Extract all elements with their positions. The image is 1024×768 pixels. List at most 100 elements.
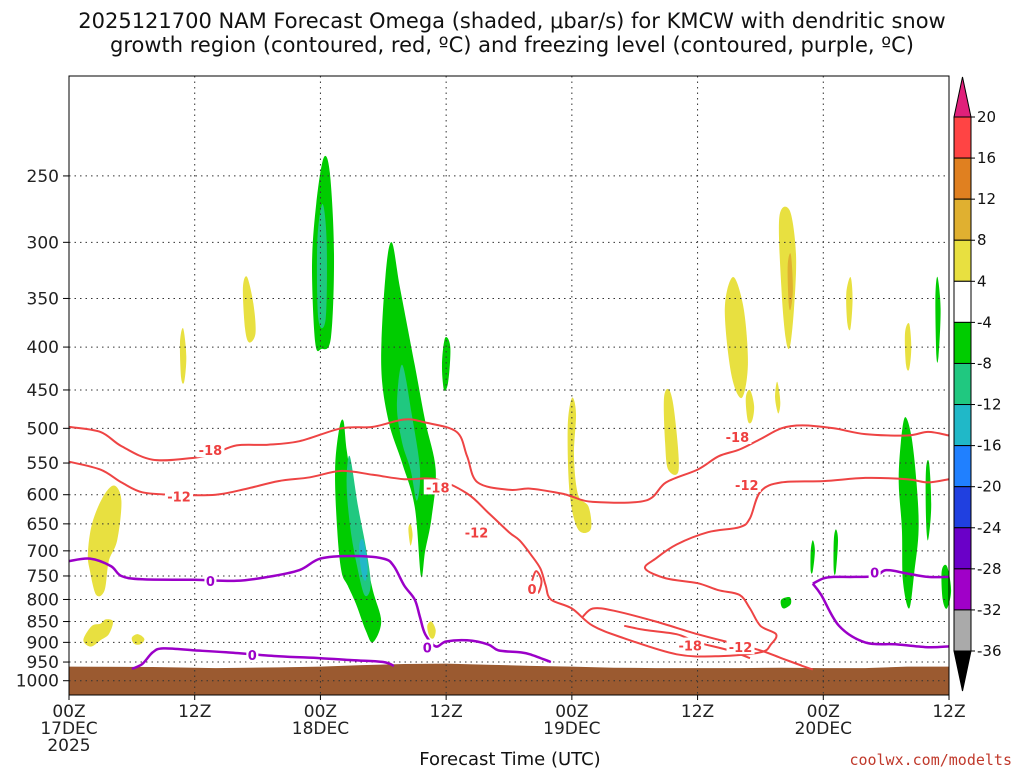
- y-tick-label: 250: [27, 167, 59, 187]
- colorbar-label: -28: [977, 560, 1002, 578]
- contour-label-bg: [868, 564, 881, 580]
- omega-downward-region: [745, 389, 755, 424]
- terrain-fill: [69, 663, 949, 695]
- colorbar: 20 16 12 8 4 -4 -8 -12 -16 -20 -24 -28 -32 -36: [953, 76, 1002, 692]
- x-tick-label: 12Z: [932, 702, 965, 722]
- omega-downward-region: [242, 276, 256, 343]
- contour-label-bg: [723, 428, 752, 444]
- contour-label: -18: [726, 431, 750, 446]
- omega-downward-region: [131, 634, 145, 645]
- x-tick-label: 00Z: [52, 702, 85, 722]
- chart-title-line1: 2025121700 NAM Forecast Omega (shaded, μ…: [78, 9, 945, 33]
- colorbar-band: [953, 321, 972, 364]
- colorbar-label: -16: [977, 437, 1002, 455]
- colorbar-label: -12: [977, 396, 1002, 414]
- y-tick-label: 600: [27, 486, 59, 506]
- x-tick-label: 12Z: [178, 702, 211, 722]
- omega-downward-region: [179, 328, 187, 384]
- x-tick-label: 00Z: [304, 702, 337, 722]
- y-tick-label: 800: [27, 590, 59, 610]
- omega-downward-region: [87, 485, 122, 597]
- colorbar-band: [953, 198, 972, 241]
- omega-shading: [83, 155, 952, 647]
- contour-label-bg: [196, 442, 225, 458]
- contour-label-bg: [732, 476, 761, 492]
- x-tick-label: 00Z: [807, 702, 840, 722]
- colorbar-label: 8: [977, 231, 987, 249]
- terrain: [69, 663, 949, 695]
- x-axis-label: Forecast Time (UTC): [419, 749, 600, 768]
- colorbar-label: -36: [977, 642, 1002, 660]
- contour-label: 0: [248, 649, 257, 664]
- x-tick-label: 12Z: [681, 702, 714, 722]
- freezing-level-contour: [812, 568, 950, 585]
- grid-lines: [69, 76, 949, 695]
- omega-upward-region: [898, 417, 919, 609]
- contour-labels: -18 -12 -18 -12 -18 -12 -18 -12 0 0 0 0 0: [165, 428, 881, 664]
- omega-upward-region: [780, 596, 792, 609]
- dgz-isotherm-red: [581, 607, 814, 671]
- x-tick-label: 20DEC: [795, 719, 852, 739]
- x-tick-label: 00Z: [555, 702, 588, 722]
- y-tick-label: 550: [27, 454, 59, 474]
- omega-upward-region: [941, 564, 952, 609]
- contour-label: -12: [729, 641, 753, 656]
- omega-downward-region: [904, 323, 912, 371]
- contour-label: -18: [199, 444, 223, 459]
- chart-title-line2: growth region (contoured, red, ºC) and f…: [110, 33, 914, 57]
- colorbar-label: -24: [977, 519, 1002, 537]
- colorbar-band: [953, 362, 972, 406]
- contour-label: -12: [735, 479, 759, 494]
- y-axis: 2503003504004505005506006507007508008509…: [16, 167, 69, 692]
- colorbar-band: [953, 157, 972, 200]
- contour-label: 0: [870, 567, 879, 582]
- contour-label: -12: [167, 491, 191, 506]
- x-tick-label: 2025: [47, 736, 90, 756]
- y-tick-label: 850: [27, 613, 59, 633]
- contour-label: -18: [426, 481, 450, 496]
- contour-label: -18: [678, 640, 702, 655]
- contour-label-bg: [421, 639, 434, 655]
- plot-area: -18 -12 -18 -12 -18 -12 -18 -12 0 0 0 0 0: [68, 76, 952, 695]
- y-tick-label: 750: [27, 567, 59, 587]
- contour-label: 0: [423, 642, 432, 657]
- y-tick-label: 400: [27, 338, 59, 358]
- omega-downward-region: [427, 621, 436, 639]
- colorbar-top-arrow: [953, 76, 972, 118]
- omega-upward-region: [810, 540, 815, 574]
- omega-downward-region: [724, 277, 748, 399]
- colorbar-bottom-arrow: [953, 650, 972, 692]
- colorbar-band: [953, 404, 972, 447]
- contour-label-bg: [676, 637, 705, 653]
- contour-label-bg: [246, 647, 259, 663]
- colorbar-label: -8: [977, 354, 992, 372]
- x-tick-label: 12Z: [430, 702, 463, 722]
- contour-label: 0: [528, 583, 537, 598]
- freezing-level-contour: [811, 582, 950, 649]
- colorbar-band: [953, 568, 972, 611]
- plot-frame: [68, 75, 950, 696]
- colorbar-label: 20: [977, 108, 996, 126]
- omega-downward-region: [83, 619, 114, 647]
- colorbar-label: -4: [977, 313, 992, 331]
- omega-downward-region: [775, 381, 781, 414]
- y-tick-label: 900: [27, 633, 59, 653]
- y-tick-label: 1000: [16, 672, 59, 692]
- y-tick-label: 350: [27, 289, 59, 309]
- omega-upward-region: [925, 459, 932, 541]
- omega-downward-region: [787, 253, 793, 311]
- colorbar-label: 4: [977, 272, 987, 290]
- contour-label-bg: [526, 580, 539, 596]
- contour-label: -12: [465, 527, 489, 542]
- colorbar-label: -32: [977, 601, 1002, 619]
- x-tick-label: 19DEC: [543, 719, 600, 739]
- omega-upward-region: [359, 538, 368, 581]
- colorbar-band: [953, 527, 972, 570]
- colorbar-band: [953, 445, 972, 488]
- colorbar-label: 16: [977, 149, 996, 167]
- omega-downward-region: [408, 523, 413, 546]
- x-tick-label: 18DEC: [292, 719, 349, 739]
- y-tick-label: 300: [27, 233, 59, 253]
- omega-downward-region: [846, 276, 853, 331]
